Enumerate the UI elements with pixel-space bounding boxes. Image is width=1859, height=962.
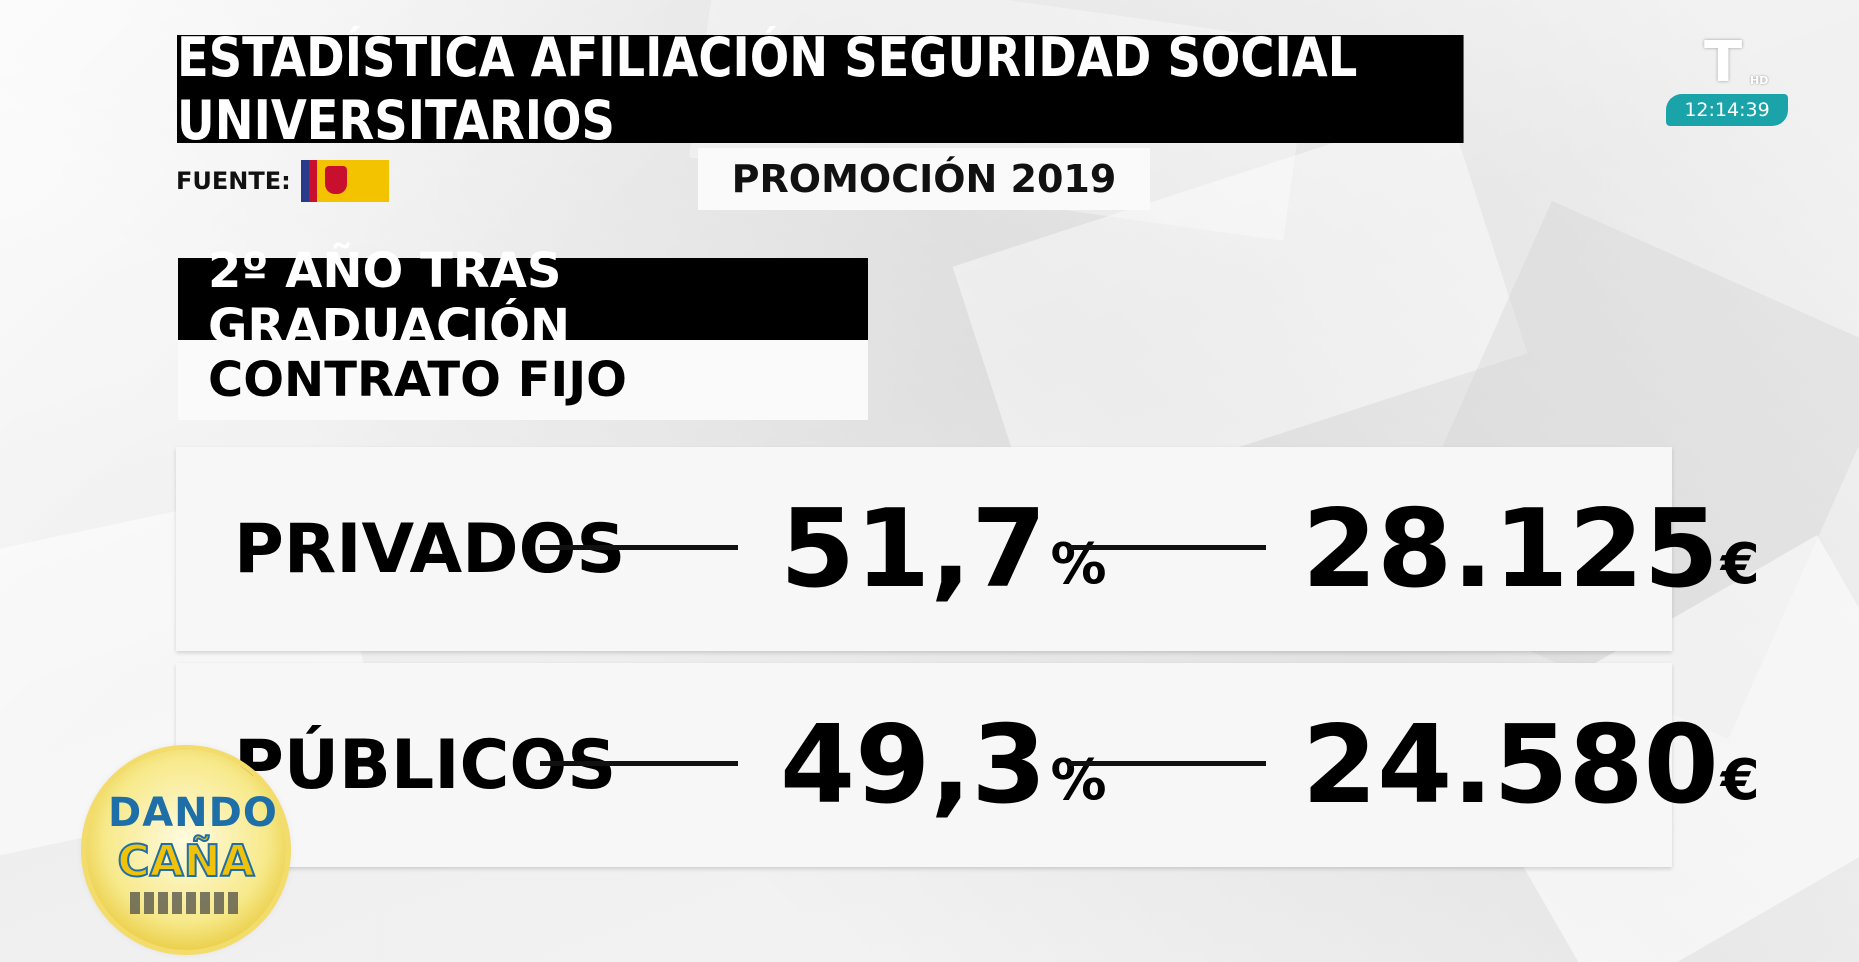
- stat-row-public: PÚBLICOS 49,3 % 24.580 €: [176, 663, 1760, 867]
- section-heading: 2º AÑO TRAS GRADUACIÓN: [178, 243, 868, 355]
- connector-line: [1068, 545, 1266, 550]
- percent-number: 51,7: [780, 486, 1047, 612]
- connector-line: [540, 545, 738, 550]
- hd-badge: HD: [1750, 74, 1769, 87]
- show-logo: DANDO CAÑA: [86, 750, 286, 950]
- channel-bug: T HD 12:14:39: [1666, 30, 1790, 130]
- show-logo-line1: DANDO: [108, 790, 278, 836]
- salary-unit: €: [1720, 531, 1760, 597]
- percent-unit: %: [1050, 531, 1107, 597]
- percent-number: 49,3: [780, 702, 1047, 828]
- channel-logo-icon: T: [1704, 30, 1743, 95]
- salary-number: 24.580: [1302, 702, 1719, 828]
- connector-line: [540, 761, 738, 766]
- percent-unit: %: [1050, 747, 1107, 813]
- government-logo: [300, 160, 389, 202]
- salary-unit: €: [1720, 747, 1760, 813]
- title-banner: ESTADÍSTICA AFILIACIÓN SEGURIDAD SOCIAL …: [177, 26, 1464, 152]
- promotion-label: PROMOCIÓN 2019: [698, 148, 1150, 210]
- connector-line: [1068, 761, 1266, 766]
- salary-number: 28.125: [1302, 486, 1719, 612]
- title-text: ESTADÍSTICA AFILIACIÓN SEGURIDAD SOCIAL …: [177, 26, 1358, 152]
- percent-value: 51,7 %: [780, 447, 1107, 651]
- source: FUENTE:: [176, 160, 389, 202]
- skyline-icon: [130, 892, 242, 914]
- salary-value: 24.580 €: [1302, 663, 1760, 867]
- percent-value: 49,3 %: [780, 663, 1107, 867]
- clock: 12:14:39: [1666, 94, 1788, 126]
- source-label: FUENTE:: [176, 167, 291, 195]
- show-logo-line2: CAÑA: [116, 835, 255, 888]
- salary-value: 28.125 €: [1302, 447, 1760, 651]
- stat-row-private: PRIVADOS 51,7 % 28.125 €: [176, 447, 1760, 651]
- coat-of-arms-icon: [324, 166, 347, 194]
- flag-band: [308, 160, 317, 202]
- section-subheading: CONTRATO FIJO: [178, 340, 868, 420]
